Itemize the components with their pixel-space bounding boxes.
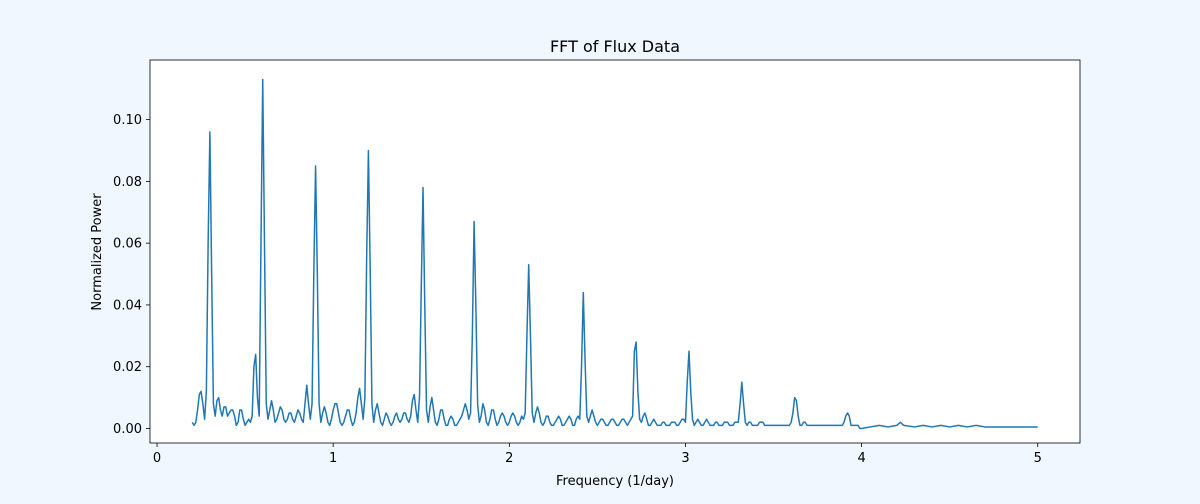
y-axis-label: Normalized Power	[90, 193, 105, 311]
y-tick-label: 0.02	[113, 360, 142, 375]
x-axis-label: Frequency (1/day)	[556, 474, 674, 489]
x-tick-label: 0	[153, 451, 161, 466]
x-tick-label: 3	[681, 451, 689, 466]
plot-area	[150, 60, 1080, 443]
y-axis: 0.00 0.02 0.04 0.06 0.08 0.10	[113, 113, 150, 437]
y-tick-label: 0.04	[113, 298, 142, 313]
chart-title: FFT of Flux Data	[550, 37, 680, 56]
x-tick-label: 4	[857, 451, 865, 466]
x-axis: 0 1 2 3 4 5	[153, 443, 1042, 466]
x-tick-label: 2	[505, 451, 513, 466]
y-tick-label: 0.08	[113, 175, 142, 190]
plot-frame	[149, 59, 1081, 444]
y-tick-label: 0.10	[113, 113, 142, 128]
y-tick-label: 0.06	[113, 237, 142, 252]
series-line	[191, 78, 1038, 430]
y-tick-label: 0.00	[113, 422, 142, 437]
x-tick-label: 1	[329, 451, 337, 466]
x-tick-label: 5	[1034, 451, 1042, 466]
